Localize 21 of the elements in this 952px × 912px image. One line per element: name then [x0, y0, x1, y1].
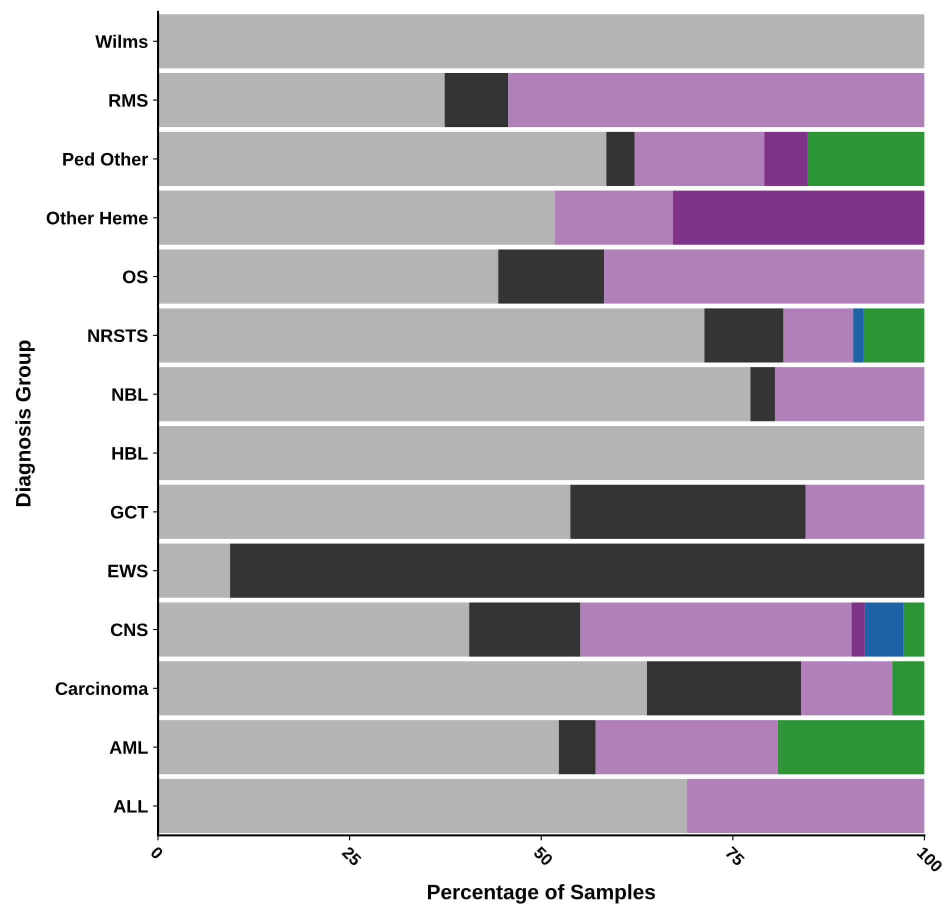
y-tick-label: RMS: [109, 94, 148, 107]
y-tick-label: EWS: [108, 564, 148, 578]
y-tick-label: Carcinoma: [56, 682, 148, 696]
x-tick-label: 75: [724, 846, 746, 867]
x-axis-title: Percentage of Samples: [428, 884, 655, 904]
y-tick-label: ALL: [114, 800, 148, 813]
y-tick-label: NRSTS: [88, 329, 148, 342]
x-tick-label: 0: [150, 846, 164, 860]
y-tick-label: HBL: [112, 447, 148, 460]
y-tick-label: Other Heme: [46, 211, 148, 224]
y-tick-label: AML: [110, 741, 148, 754]
x-tick-label: 50: [532, 846, 554, 866]
x-tick-label: 25: [341, 846, 362, 867]
x-tick-label: 100: [916, 846, 944, 873]
y-tick-label: OS: [122, 270, 148, 284]
y-axis-title: Diagnosis Group: [15, 340, 35, 506]
y-tick-label: Ped Other: [63, 152, 148, 166]
y-tick-label: CNS: [110, 623, 148, 636]
y-tick-label: GCT: [110, 506, 148, 519]
y-tick-label: Wilms: [95, 34, 148, 48]
y-tick-label: NBL: [112, 388, 148, 401]
